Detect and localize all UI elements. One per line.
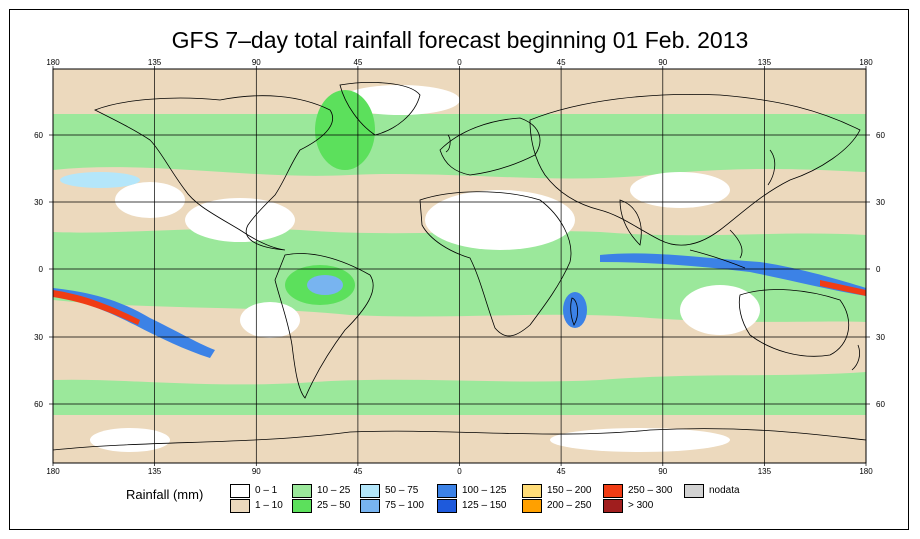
bottom-tick-label: 0 [457, 467, 462, 476]
left-tick-label: 60 [34, 400, 43, 409]
legend-label: 250 – 300 [628, 485, 673, 496]
left-tick-label: 30 [34, 333, 43, 342]
top-tick-label: 135 [148, 58, 162, 67]
dry-zone [550, 428, 730, 452]
bottom-tick-label: 135 [148, 467, 162, 476]
left-tick-label: 60 [34, 131, 43, 140]
top-tick-label: 180 [46, 58, 60, 67]
bottom-tick-label: 90 [252, 467, 261, 476]
legend-label: 1 – 10 [255, 500, 283, 511]
map-title: GFS 7–day total rainfall forecast beginn… [171, 27, 749, 53]
legend-swatch [437, 484, 457, 498]
bottom-tick-label: 135 [758, 467, 772, 476]
dry-zone [425, 190, 575, 250]
top-tick-label: 45 [353, 58, 362, 67]
legend-swatch [230, 484, 250, 498]
top-tick-label: 90 [252, 58, 261, 67]
heavy-rain-band [600, 253, 866, 296]
heavy-rain-band [563, 292, 587, 328]
legend-label: 0 – 1 [255, 485, 278, 496]
legend-title: Rainfall (mm) [126, 487, 204, 502]
legend-swatch [360, 499, 380, 513]
figure-frame [9, 9, 909, 530]
dry-zone [90, 428, 170, 452]
right-tick-label: 30 [876, 198, 885, 207]
legend-swatch [603, 499, 623, 513]
legend-swatch [292, 499, 312, 513]
dry-zone [630, 172, 730, 208]
legend-swatch [522, 499, 542, 513]
right-tick-label: 60 [876, 400, 885, 409]
dry-zone [115, 182, 185, 218]
left-tick-label: 30 [34, 198, 43, 207]
legend-label: nodata [709, 485, 740, 496]
left-tick-label: 0 [39, 265, 44, 274]
dry-zone [680, 285, 760, 335]
heavy-rain-band [820, 280, 866, 296]
bottom-tick-label: 180 [46, 467, 60, 476]
legend-label: > 300 [628, 500, 654, 511]
legend-swatch [603, 484, 623, 498]
legend-swatch [522, 484, 542, 498]
top-tick-label: 90 [658, 58, 667, 67]
top-tick-label: 0 [457, 58, 462, 67]
graticule [53, 69, 866, 463]
legend-label: 10 – 25 [317, 485, 351, 496]
right-tick-label: 30 [876, 333, 885, 342]
right-tick-label: 60 [876, 131, 885, 140]
legend-swatch [230, 499, 250, 513]
legend-swatch [360, 484, 380, 498]
top-tick-label: 135 [758, 58, 772, 67]
bottom-tick-label: 90 [658, 467, 667, 476]
heavy-rain-band [53, 290, 140, 325]
legend-swatch [292, 484, 312, 498]
heavy-rain-band [60, 172, 140, 188]
legend-label: 200 – 250 [547, 500, 592, 511]
legend-label: 50 – 75 [385, 485, 419, 496]
legend-label: 125 – 150 [462, 500, 507, 511]
bottom-tick-label: 45 [353, 467, 362, 476]
right-tick-label: 0 [876, 265, 881, 274]
top-tick-label: 45 [557, 58, 566, 67]
legend-label: 100 – 125 [462, 485, 507, 496]
dry-zone [240, 302, 300, 338]
legend-label: 150 – 200 [547, 485, 592, 496]
legend-label: 75 – 100 [385, 500, 424, 511]
dry-zone [340, 85, 460, 115]
top-tick-label: 180 [859, 58, 873, 67]
legend-swatch [437, 499, 457, 513]
bottom-tick-label: 45 [557, 467, 566, 476]
heavy-rain-band [307, 275, 343, 295]
coastlines [53, 82, 866, 451]
legend-label: 25 – 50 [317, 500, 351, 511]
bottom-tick-label: 180 [859, 467, 873, 476]
rain-zone [315, 90, 375, 170]
legend-swatch [684, 484, 704, 498]
dry-zone [185, 198, 295, 242]
tick-labels: 180 135 90 45 0 45 90 135 180 180 135 90 45 0 45 90 135 1… [34, 58, 885, 476]
